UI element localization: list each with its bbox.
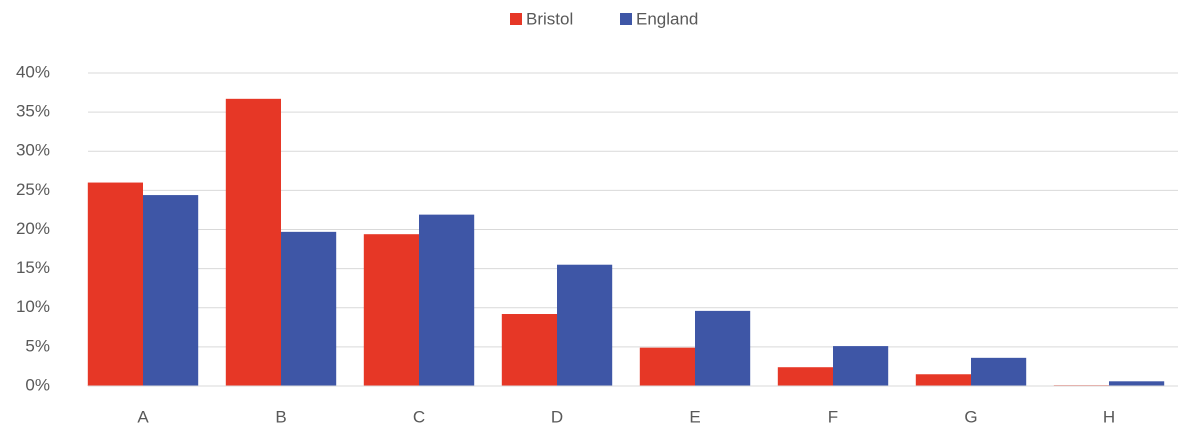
x-tick-label: A (137, 407, 149, 426)
x-tick-label: E (689, 407, 700, 426)
bar (363, 234, 419, 386)
bar (419, 214, 475, 386)
x-tick-label: F (828, 407, 838, 426)
y-tick-label: 0% (25, 375, 50, 394)
y-tick-label: 5% (25, 336, 50, 355)
bar (777, 367, 833, 386)
bar (1109, 381, 1165, 386)
y-tick-label: 20% (16, 219, 50, 238)
bar (281, 231, 337, 386)
x-tick-label: G (964, 407, 977, 426)
bar (87, 182, 143, 386)
bar (143, 195, 199, 386)
x-tick-label: B (275, 407, 286, 426)
legend-swatch (620, 13, 632, 25)
y-tick-label: 15% (16, 258, 50, 277)
bar (695, 310, 751, 386)
bar (225, 98, 281, 386)
legend-swatch (510, 13, 522, 25)
x-tick-label: H (1103, 407, 1115, 426)
x-tick-label: C (413, 407, 425, 426)
bar (557, 264, 613, 386)
legend-label: Bristol (526, 9, 573, 28)
bar (501, 314, 557, 386)
bar (915, 374, 971, 386)
x-tick-label: D (551, 407, 563, 426)
bar (971, 357, 1027, 386)
bar (833, 346, 889, 386)
y-tick-label: 10% (16, 297, 50, 316)
legend-label: England (636, 9, 698, 28)
y-tick-label: 35% (16, 102, 50, 121)
bar (639, 347, 695, 386)
y-tick-label: 25% (16, 180, 50, 199)
y-tick-label: 30% (16, 141, 50, 160)
y-tick-label: 40% (16, 62, 50, 81)
